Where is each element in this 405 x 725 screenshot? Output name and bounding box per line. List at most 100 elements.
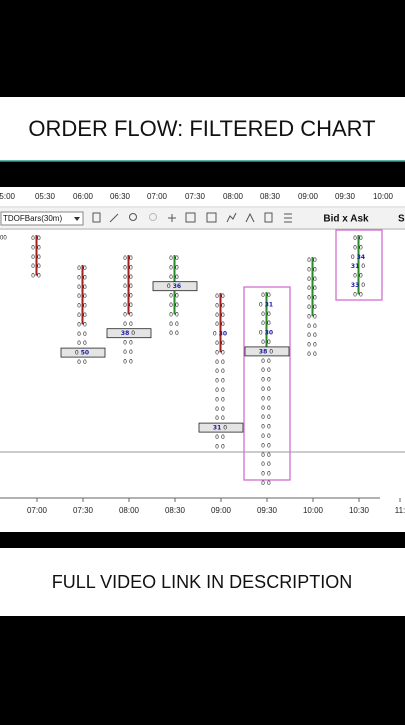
icon[interactable] xyxy=(226,212,237,223)
ask-volume: 0 xyxy=(37,235,41,242)
ask-volume: 0 xyxy=(83,359,87,366)
bid-volume: 0 xyxy=(213,330,217,337)
footer-band xyxy=(0,548,405,616)
imbalance-box xyxy=(106,328,152,339)
bid-volume: 0 xyxy=(261,404,265,411)
icon[interactable] xyxy=(168,214,176,222)
ask-volume: 0 xyxy=(361,282,365,289)
ask-volume: 31 xyxy=(265,301,273,308)
ask-volume: 0 xyxy=(83,330,87,337)
bid-volume: 0 xyxy=(215,443,219,450)
dropdown[interactable] xyxy=(0,211,84,226)
icon[interactable] xyxy=(185,212,196,223)
ask-volume: 0 xyxy=(83,302,87,309)
icon[interactable] xyxy=(264,212,273,223)
bid-volume: 0 xyxy=(77,330,81,337)
bid-volume: 0 xyxy=(261,433,265,440)
bid-volume: 0 xyxy=(215,368,219,375)
top-axis-label: 07:30 xyxy=(185,192,206,201)
bid-volume: 0 xyxy=(169,273,173,280)
bid-volume: 0 xyxy=(261,395,265,402)
bid-volume: 0 xyxy=(31,235,35,242)
ask-volume: 0 xyxy=(359,291,363,298)
ask-volume: 0 xyxy=(83,321,87,328)
icon[interactable] xyxy=(109,213,119,223)
ask-volume: 0 xyxy=(267,442,271,449)
bid-volume: 38 xyxy=(259,348,267,355)
ask-volume: 0 xyxy=(313,322,317,329)
ask-volume: 0 xyxy=(129,255,133,262)
ask-volume: 0 xyxy=(267,395,271,402)
ask-volume: 0 xyxy=(37,263,41,270)
bottom-axis-label: 08:00 xyxy=(119,506,140,515)
dropdown-text: TDOFBars(30m) xyxy=(3,214,62,223)
bid-volume: 0 xyxy=(351,253,355,260)
ask-volume: 0 xyxy=(83,293,87,300)
ask-volume: 0 xyxy=(267,480,271,487)
ask-volume: 0 xyxy=(267,404,271,411)
bid-volume: 0 xyxy=(215,349,219,356)
bid-volume: 0 xyxy=(261,386,265,393)
ask-volume: 0 xyxy=(221,293,225,300)
top-axis-label: 07:00 xyxy=(147,192,168,201)
ask-volume: 0 xyxy=(313,304,317,311)
bid-volume: 0 xyxy=(307,294,311,301)
ask-volume: 30 xyxy=(219,330,227,337)
icon[interactable] xyxy=(92,212,101,223)
bid-volume: 0 xyxy=(169,292,173,299)
bid-volume: 0 xyxy=(77,274,81,281)
mode-label[interactable]: Bid x Ask xyxy=(323,214,369,225)
bid-volume: 31 xyxy=(351,263,359,270)
bid-volume: 0 xyxy=(77,321,81,328)
icon[interactable] xyxy=(245,212,255,223)
bid-volume: 0 xyxy=(353,235,357,242)
bid-volume: 0 xyxy=(307,322,311,329)
icon[interactable] xyxy=(149,213,157,221)
bid-volume: 0 xyxy=(215,396,219,403)
bid-volume: 0 xyxy=(77,283,81,290)
ask-volume: 0 xyxy=(221,349,225,356)
icon[interactable] xyxy=(206,212,217,223)
bid-volume: 0 xyxy=(353,291,357,298)
ask-volume: 0 xyxy=(267,451,271,458)
bid-volume: 0 xyxy=(123,320,127,327)
icon[interactable] xyxy=(284,213,292,223)
bid-volume: 0 xyxy=(123,264,127,271)
filter-outline xyxy=(335,229,383,301)
bid-volume: 0 xyxy=(169,330,173,337)
bid-volume: 0 xyxy=(261,367,265,374)
bid-volume: 38 xyxy=(121,330,129,337)
ask-volume: 36 xyxy=(173,283,181,290)
bid-volume: 0 xyxy=(353,272,357,279)
bid-volume: 0 xyxy=(31,244,35,251)
bid-volume: 0 xyxy=(215,387,219,394)
bottom-axis-label: 07:00 xyxy=(27,506,48,515)
title: ORDER FLOW: FILTERED CHART xyxy=(28,116,375,141)
icon[interactable] xyxy=(129,213,137,221)
